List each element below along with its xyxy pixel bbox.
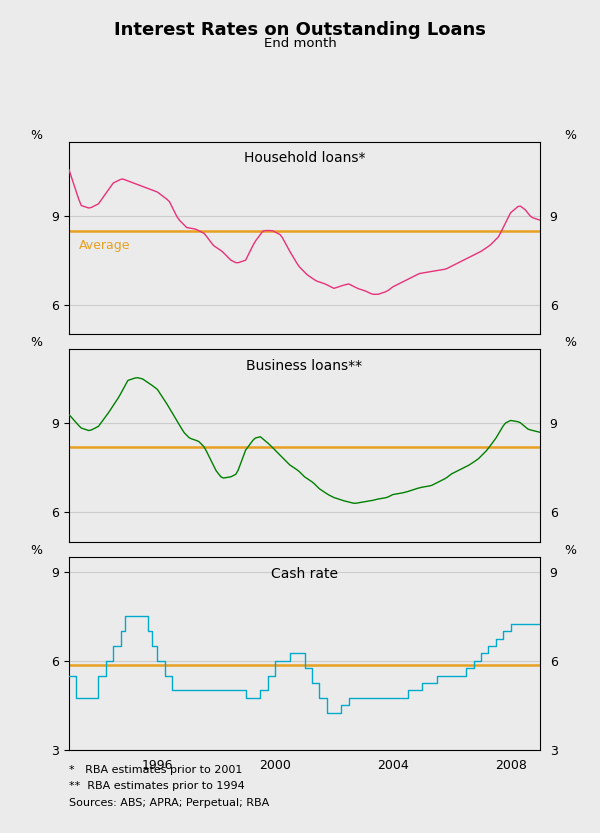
Text: Business loans**: Business loans**: [247, 359, 362, 373]
Text: *   RBA estimates prior to 2001: * RBA estimates prior to 2001: [69, 765, 242, 775]
Text: Household loans*: Household loans*: [244, 152, 365, 165]
Text: %: %: [30, 337, 42, 349]
Text: Cash rate: Cash rate: [271, 566, 338, 581]
Text: %: %: [30, 544, 42, 557]
Text: Sources: ABS; APRA; Perpetual; RBA: Sources: ABS; APRA; Perpetual; RBA: [69, 798, 269, 808]
Text: %: %: [565, 544, 577, 557]
Text: Interest Rates on Outstanding Loans: Interest Rates on Outstanding Loans: [114, 21, 486, 39]
Text: %: %: [565, 337, 577, 349]
Text: Average: Average: [79, 239, 130, 252]
Text: %: %: [30, 128, 42, 142]
Text: End month: End month: [263, 37, 337, 51]
Text: %: %: [565, 128, 577, 142]
Text: **  RBA estimates prior to 1994: ** RBA estimates prior to 1994: [69, 781, 245, 791]
